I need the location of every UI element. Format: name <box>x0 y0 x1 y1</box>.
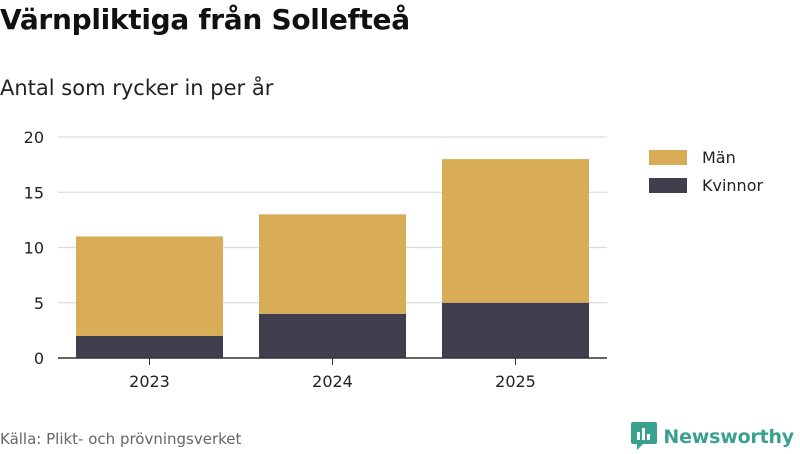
legend-swatch-kvinnor <box>649 178 687 193</box>
chart-title: Värnpliktiga från Sollefteå <box>0 3 410 36</box>
legend-label-män: Män <box>702 148 736 167</box>
legend-label-kvinnor: Kvinnor <box>702 176 763 195</box>
legend-swatch-män <box>649 150 687 165</box>
x-tick-label: 2023 <box>129 372 170 391</box>
brand-logo: Newsworthy <box>631 420 794 454</box>
y-tick-label: 20 <box>24 128 44 147</box>
y-tick-label: 5 <box>34 294 44 313</box>
legend: Män Kvinnor <box>649 148 763 195</box>
source-note: Källa: Plikt- och prövningsverket <box>0 430 242 448</box>
bar-kvinnor-2023 <box>76 335 223 358</box>
brand-name: Newsworthy <box>663 426 794 448</box>
bar-män-2025 <box>442 159 589 303</box>
bars <box>76 159 589 358</box>
bar-män-2024 <box>259 214 406 314</box>
bar-män-2023 <box>76 236 223 336</box>
newsworthy-logo-icon <box>631 420 658 454</box>
chart-subtitle: Antal som rycker in per år <box>0 76 274 100</box>
y-axis: 0 5 10 15 20 <box>24 128 44 368</box>
bar-kvinnor-2025 <box>442 302 589 358</box>
x-tick-label: 2024 <box>312 372 353 391</box>
bar-kvinnor-2024 <box>259 313 406 358</box>
x-tick-label: 2025 <box>495 372 536 391</box>
x-axis: 2023 2024 2025 <box>58 357 607 391</box>
y-tick-label: 0 <box>34 349 44 368</box>
y-tick-label: 15 <box>24 183 44 202</box>
y-tick-label: 10 <box>24 239 44 258</box>
